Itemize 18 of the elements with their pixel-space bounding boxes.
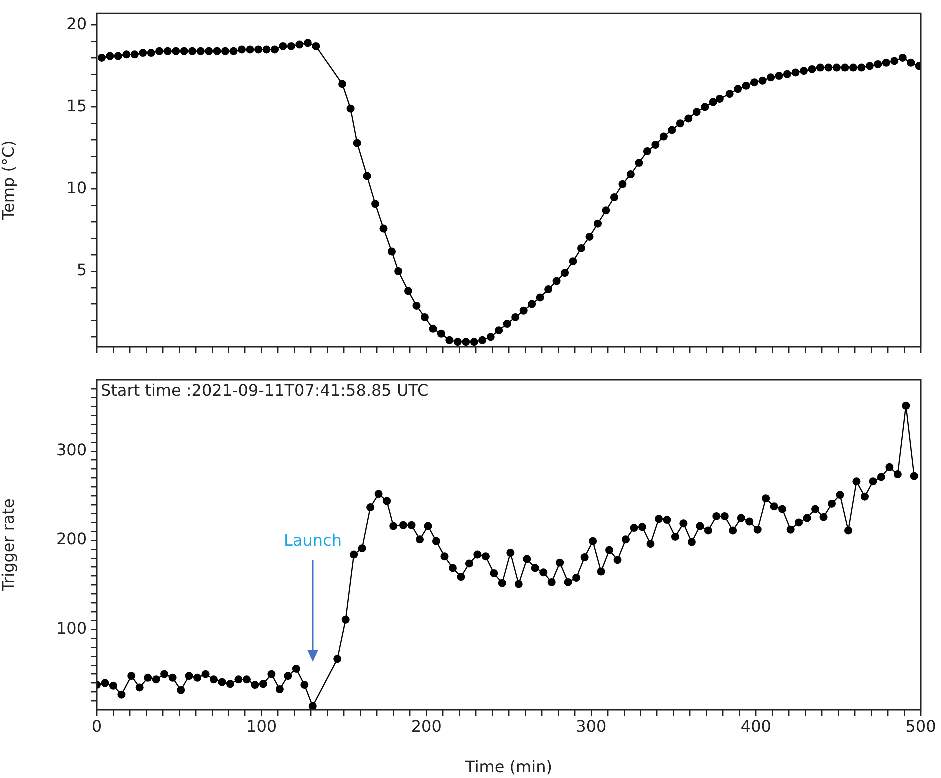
y-tick-label: 20 [66, 14, 87, 34]
y-tick-label: 100 [56, 618, 87, 638]
x-tick-label: 400 [740, 716, 772, 736]
y-tick-label: 10 [66, 178, 87, 198]
y-axis-title: Trigger rate [0, 498, 18, 592]
y-tick-label: 5 [76, 260, 87, 280]
x-tick-label: 500 [906, 716, 936, 736]
x-tick-label: 200 [411, 716, 442, 736]
y-axis-title: Temp (°C) [0, 140, 18, 221]
y-tick-label: 200 [56, 530, 87, 549]
x-tick-label: 100 [246, 716, 278, 736]
y-tick-label: 300 [56, 440, 87, 460]
annotation: Launch [284, 531, 342, 550]
x-tick-label: 0 [92, 716, 102, 736]
x-axis-title: Time (min) [464, 758, 552, 777]
annotation: Start time :2021-09-11T07:41:58.85 UTC [101, 381, 429, 400]
y-tick-label: 15 [66, 96, 87, 116]
x-tick-label: 300 [576, 716, 607, 736]
